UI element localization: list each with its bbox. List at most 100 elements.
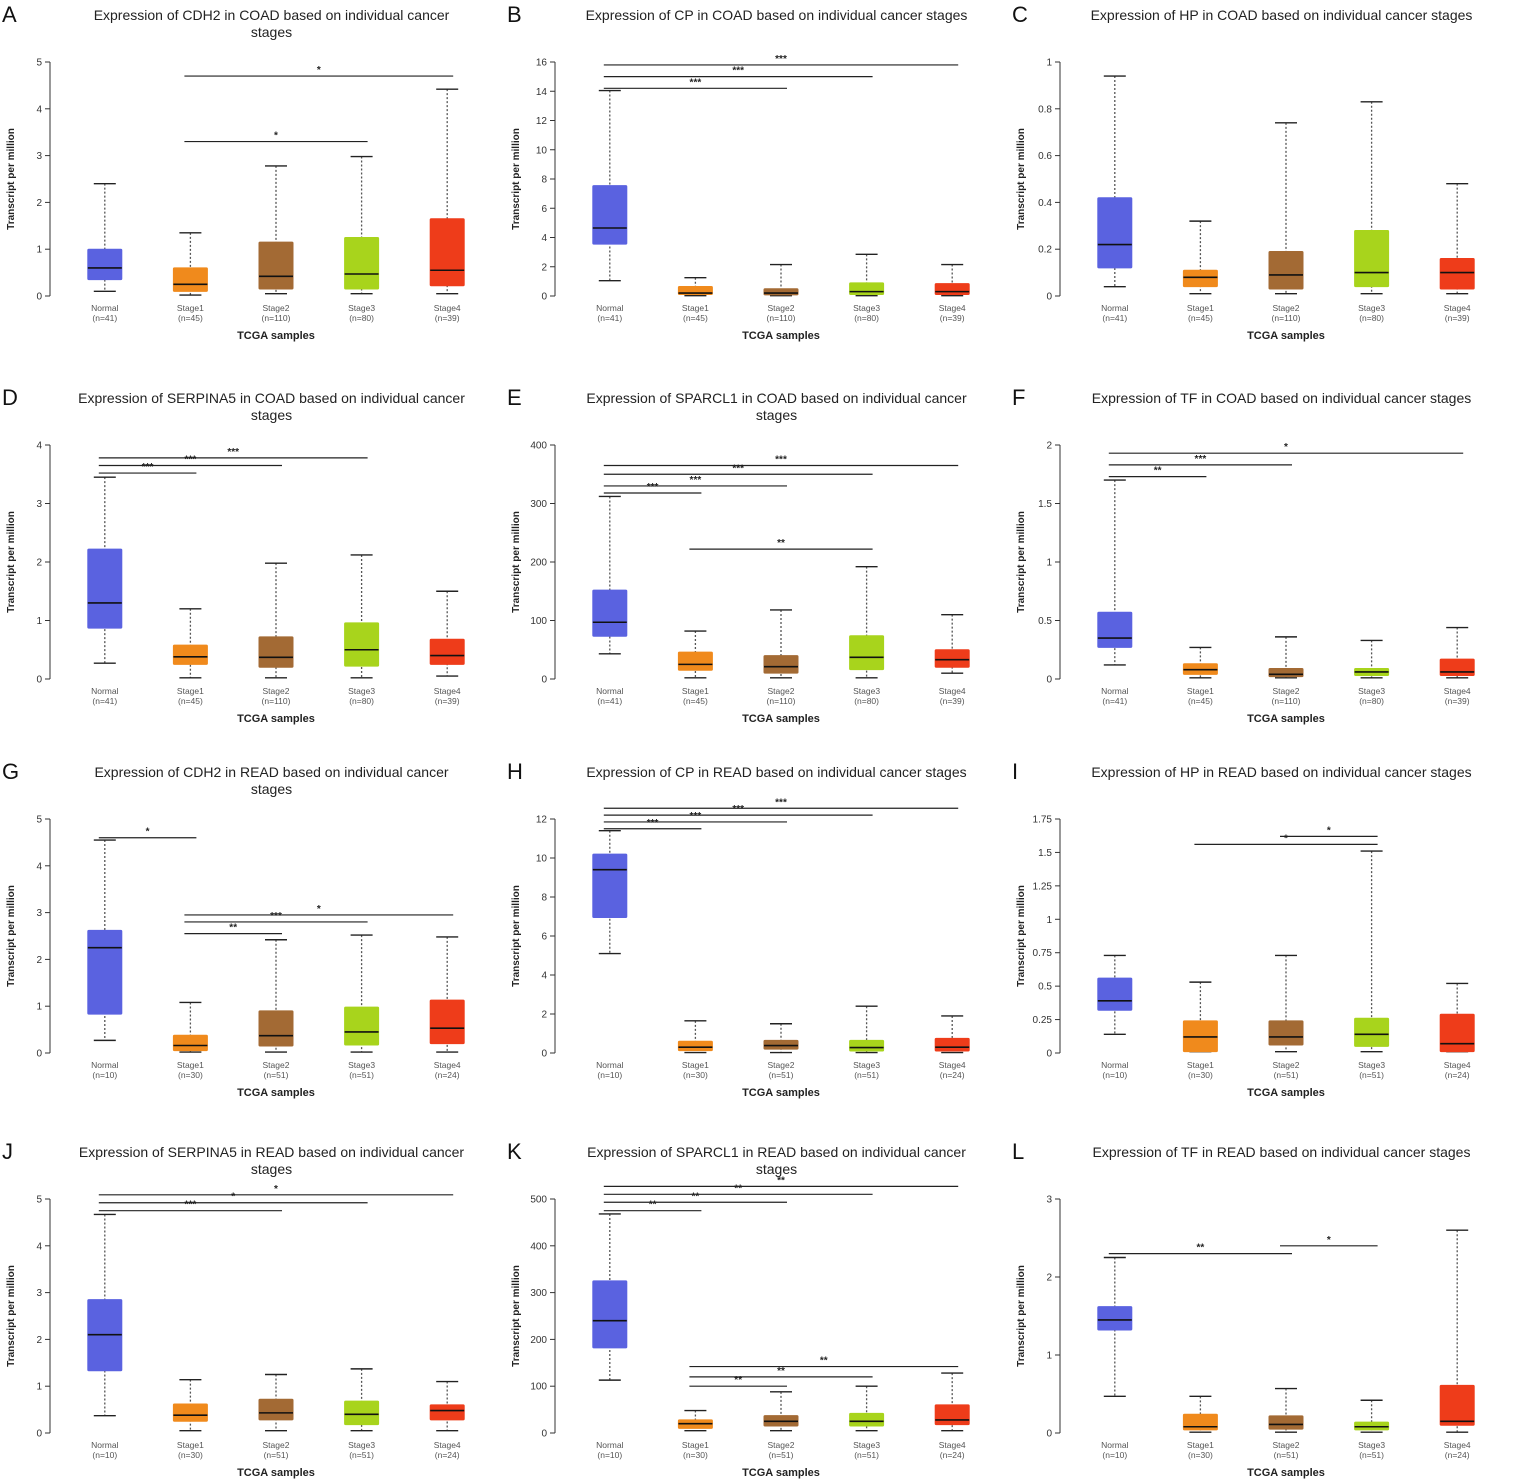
significance-label: ** — [734, 1375, 742, 1386]
panel-c-plot: 0 0.2 0.4 0.6 0.8 1 Transcript per million Norm… — [1016, 58, 1475, 342]
iqr-box — [763, 288, 799, 296]
y-tick-label: 0.25 — [1033, 1015, 1053, 1026]
significance-label: ** — [734, 1183, 742, 1194]
x-axis-label: TCGA samples — [237, 1467, 315, 1479]
box-stage3 — [344, 155, 380, 295]
significance-label: ** — [1154, 466, 1162, 477]
box-stage4 — [934, 263, 970, 297]
y-tick-label: 200 — [530, 558, 547, 569]
y-tick-label: 1 — [36, 1002, 42, 1013]
x-tick-label: Stage3 — [853, 686, 880, 696]
box-stage4 — [429, 936, 465, 1053]
y-tick-label: 3 — [36, 1288, 42, 1299]
sample-size-label: (n=45) — [178, 696, 203, 706]
panel-k-letter: K — [507, 1139, 522, 1164]
significance-label: *** — [732, 66, 744, 77]
significance-label: *** — [690, 475, 702, 486]
sample-size-label: (n=51) — [264, 1070, 289, 1080]
x-tick-label: Stage2 — [1273, 303, 1300, 313]
significance-label: *** — [775, 54, 787, 65]
x-tick-label: Stage3 — [853, 1440, 880, 1450]
box-stage3 — [1354, 1399, 1390, 1433]
iqr-box — [1268, 1020, 1304, 1046]
y-tick-label: 12 — [536, 116, 548, 127]
iqr-box — [1354, 1017, 1390, 1047]
box-stage4 — [1439, 182, 1475, 295]
panel-i-title: Expression of HP in READ based on indivi… — [1050, 764, 1513, 781]
box-normal — [1097, 954, 1133, 1035]
y-tick-label: 14 — [536, 87, 548, 98]
x-tick-label: Stage1 — [1187, 1060, 1214, 1070]
x-tick-label: Stage3 — [1358, 686, 1385, 696]
box-stage2 — [258, 939, 294, 1053]
box-stage4 — [1439, 982, 1475, 1053]
iqr-box — [1268, 667, 1304, 678]
y-tick-label: 0.6 — [1038, 151, 1052, 162]
panel-a-title: Expression of CDH2 in COAD based on indi… — [40, 7, 503, 41]
box-normal — [87, 1213, 123, 1417]
box-normal — [87, 182, 123, 293]
box-stage4 — [1439, 626, 1475, 679]
significance-label: ** — [820, 1356, 828, 1367]
y-tick-label: 0.4 — [1038, 198, 1052, 209]
significance-label: *** — [227, 447, 239, 458]
y-tick-label: 3 — [1046, 1195, 1052, 1206]
sample-size-label: (n=30) — [1188, 1070, 1213, 1080]
x-tick-label: Stage2 — [1273, 1440, 1300, 1450]
iqr-box — [258, 241, 294, 290]
sample-size-label: (n=80) — [854, 313, 879, 323]
box-stage3 — [849, 1385, 885, 1432]
iqr-box — [934, 649, 970, 668]
x-tick-label: Stage2 — [263, 303, 290, 313]
box-stage2 — [763, 609, 799, 679]
iqr-box — [849, 1412, 885, 1427]
y-tick-label: 4 — [36, 104, 42, 115]
y-tick-label: 0.8 — [1038, 104, 1052, 115]
sample-size-label: (n=24) — [435, 1450, 460, 1460]
panel-l-title: Expression of TF in READ based on indivi… — [1050, 1144, 1513, 1161]
panel-k-title-line: stages — [755, 1161, 798, 1177]
y-tick-label: 0 — [541, 292, 547, 303]
sample-size-label: (n=41) — [92, 313, 117, 323]
sample-size-label: (n=45) — [683, 696, 708, 706]
panel-c-title: Expression of HP in COAD based on indivi… — [1050, 7, 1513, 24]
sample-size-label: (n=24) — [940, 1070, 965, 1080]
y-axis-label: Transcript per million — [6, 128, 17, 230]
x-tick-label: Stage2 — [1273, 1060, 1300, 1070]
significance-label: *** — [1195, 454, 1207, 465]
iqr-box — [87, 929, 123, 1015]
x-tick-label: Stage4 — [1444, 303, 1471, 313]
panel-e-title: Expression of SPARCL1 in COAD based on i… — [545, 390, 1008, 424]
x-axis-label: TCGA samples — [1247, 1087, 1325, 1099]
sample-size-label: (n=80) — [1359, 696, 1384, 706]
y-axis-label: Transcript per million — [6, 511, 17, 613]
x-tick-label: Normal — [1101, 303, 1129, 313]
panel-h-title-line: Expression of CP in READ based on indivi… — [586, 764, 967, 780]
box-stage1 — [1182, 1395, 1218, 1433]
x-tick-label: Normal — [596, 1060, 624, 1070]
iqr-box — [429, 999, 465, 1045]
iqr-box — [677, 651, 713, 671]
y-tick-label: 0.5 — [1038, 616, 1052, 627]
box-normal — [87, 476, 123, 664]
x-tick-label: Stage3 — [1358, 1060, 1385, 1070]
box-stage2 — [258, 165, 294, 295]
sample-size-label: (n=45) — [1188, 696, 1213, 706]
y-tick-label: 400 — [530, 441, 547, 452]
panel-d-title-line: Expression of SERPINA5 in COAD based on … — [78, 390, 465, 406]
y-tick-label: 5 — [36, 1195, 42, 1206]
iqr-box — [1354, 229, 1390, 288]
sample-size-label: (n=39) — [1445, 313, 1470, 323]
x-tick-label: Normal — [91, 1060, 119, 1070]
sample-size-label: (n=24) — [940, 1450, 965, 1460]
panel-c-letter: C — [1012, 2, 1028, 27]
sample-size-label: (n=39) — [435, 696, 460, 706]
significance-label: *** — [732, 463, 744, 474]
iqr-box — [592, 185, 628, 245]
box-stage2 — [763, 263, 799, 297]
sample-size-label: (n=10) — [597, 1070, 622, 1080]
significance-label: ** — [692, 1191, 700, 1202]
iqr-box — [849, 282, 885, 296]
box-stage4 — [934, 1015, 970, 1054]
